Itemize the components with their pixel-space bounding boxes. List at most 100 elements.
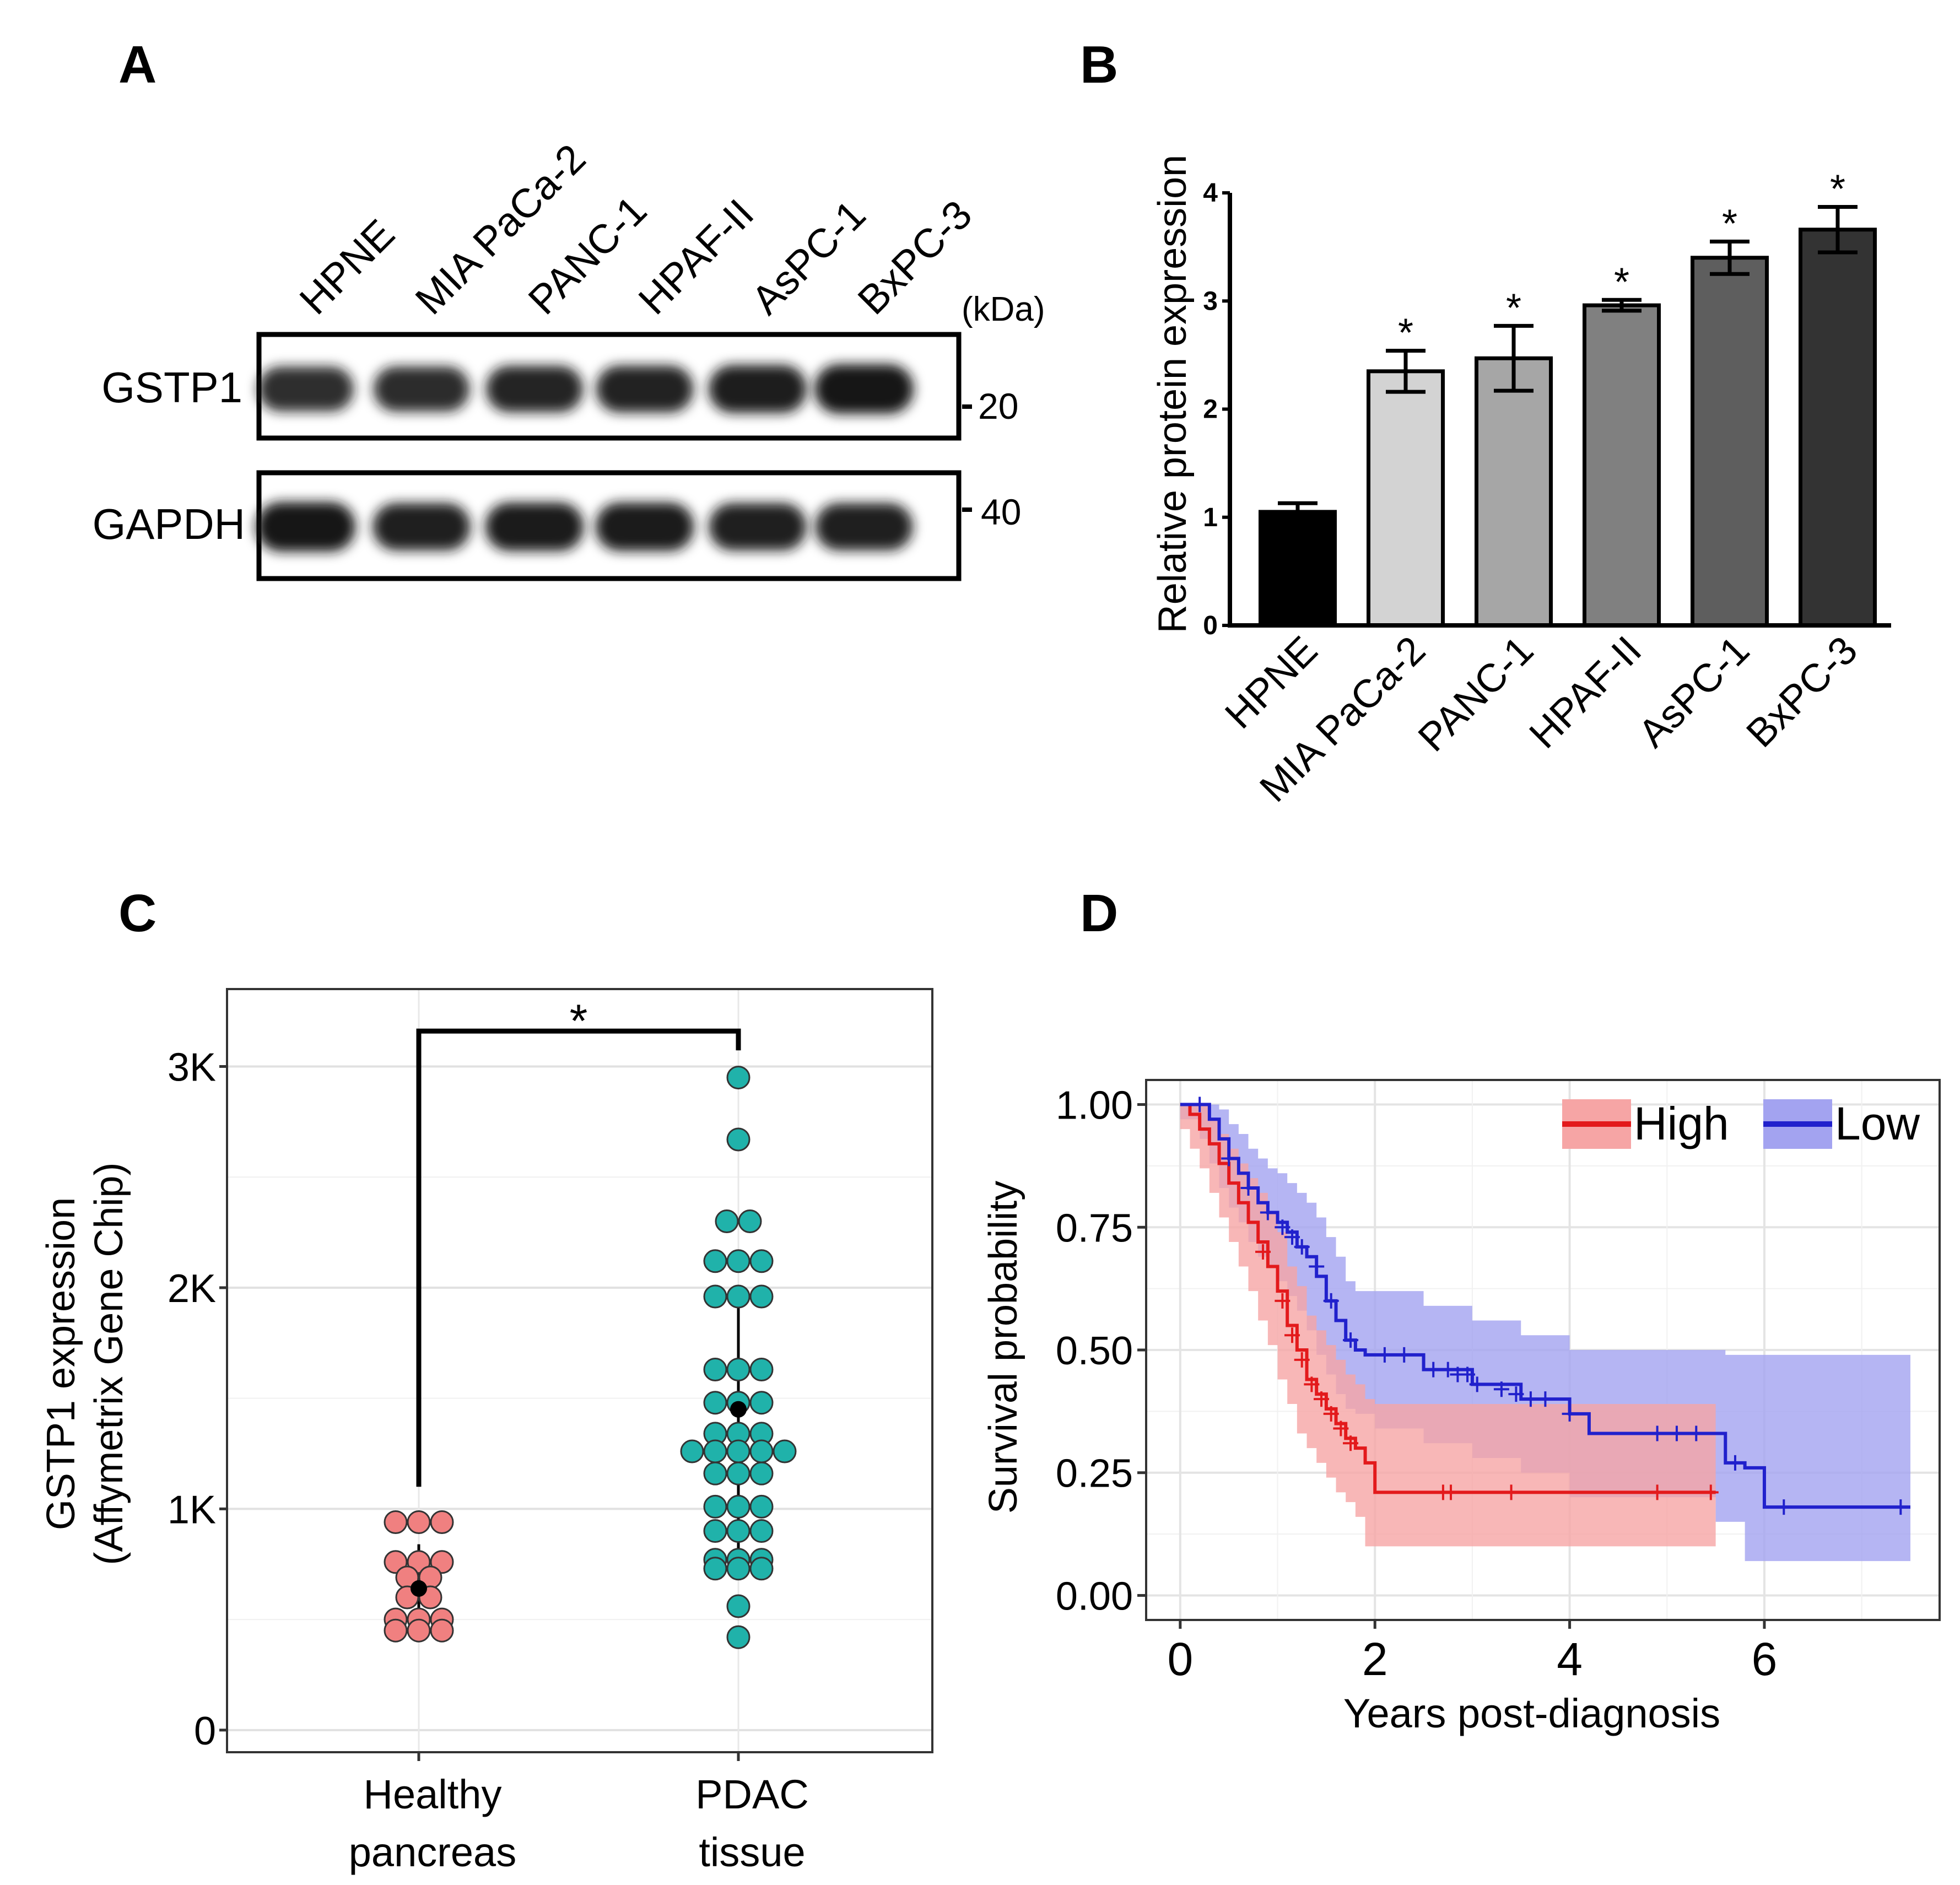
c-pdac-dot-9 [749,1284,774,1309]
panel-d-survival-plot: D 0.00 0.25 0.50 0.75 1.00 0 2 4 6 Survival pro… [981,884,1941,1736]
c-y-tick-label-1: 1K [168,1488,216,1532]
panel-label-b: B [1080,35,1118,94]
c-pdac-dot-30 [703,1519,727,1543]
gapdh-band-5 [815,503,913,550]
panel-label-a: A [118,35,156,94]
b-x-tick-label-3: HPAF-II [1521,628,1650,757]
c-pdac-dot-25 [726,1461,750,1486]
c-pdac-dot-12 [749,1357,774,1381]
c-healthy-mean-dot [411,1580,427,1597]
c-healthy-dot-1 [407,1510,431,1534]
d-y-tick-label-0: 0.00 [1056,1574,1133,1618]
d-censor-marks [1192,1097,1909,1515]
b-y-tick-label-0: 0 [1203,611,1218,640]
b-bar-1 [1367,369,1445,628]
c-healthy-dot-13 [384,1618,408,1643]
d-censor-low-15 [1460,1367,1476,1382]
d-censor-low-13 [1440,1362,1456,1378]
c-x-label-0-line-1: pancreas [349,1829,516,1875]
c-pdac-dot-20 [703,1439,727,1463]
b-significance-4: * [1722,202,1737,246]
d-censor-low-9 [1343,1332,1359,1348]
gapdh-band-0 [256,502,355,552]
c-pdac-dot-15 [749,1391,774,1415]
c-pdac-dot-27 [703,1494,727,1519]
gstp1-band-2 [486,365,583,413]
lane-label-4: AsPC-1 [743,191,874,323]
c-pdac-dot-7 [703,1284,727,1309]
c-plot-frame [226,988,933,1753]
d-censor-low-19 [1522,1391,1538,1407]
c-pdac-dot-28 [726,1494,750,1519]
d-censor-low-6 [1294,1239,1310,1255]
d-censor-low-8 [1323,1293,1339,1309]
d-y-tick-label-3: 0.75 [1056,1206,1133,1250]
lane-label-3: HPAF-II [630,190,763,323]
d-censor-low-20 [1537,1391,1553,1407]
c-pdac-dot-1 [726,1127,750,1152]
panel-label-d: D [1080,884,1118,943]
d-line-high [1180,1103,1716,1494]
d-censor-low-18 [1508,1386,1524,1402]
marker-label-40: 40 [981,491,1021,532]
b-error-bars [1278,205,1858,523]
b-significance-3: * [1614,260,1629,304]
d-censor-high-8 [1343,1435,1359,1451]
d-censor-low-3 [1260,1205,1276,1220]
b-y-tick-label-2: 2 [1203,395,1218,424]
gapdh-bands [256,502,913,552]
d-y-axis-label: Survival probability [981,1181,1025,1514]
c-pdac-dot-0 [726,1066,750,1090]
marker-label-20: 20 [978,386,1018,426]
c-y-axis-label-line-1: GSTP1 expression [39,1197,83,1530]
d-censor-high-12 [1649,1484,1665,1500]
c-healthy-dot-14 [407,1618,431,1643]
d-censor-high-5 [1314,1391,1330,1407]
b-bars [1259,228,1877,628]
c-pdac-dot-3 [738,1209,762,1234]
d-censor-low-5 [1284,1229,1300,1245]
b-bar-2 [1475,356,1553,628]
lane-label-5: BxPC-3 [849,191,981,323]
gstp1-band-1 [374,366,469,412]
d-x-tick-label-3: 6 [1752,1633,1778,1685]
b-y-tick-label-3: 3 [1203,287,1218,316]
b-significance-marks: * * * * * [1398,168,1845,355]
d-censor-low-12 [1426,1362,1441,1378]
c-y-axis-label-line-2: (Affymetrix Gene Chip) [87,1163,131,1565]
gapdh-band-3 [595,503,694,551]
gapdh-band-2 [485,503,584,551]
d-x-tick-label-1: 2 [1362,1633,1388,1685]
c-y-tick-label-3: 3K [168,1046,216,1090]
d-censor-low-0 [1192,1097,1208,1112]
d-censor-high-0 [1255,1244,1271,1260]
c-pdac-dot-11 [726,1357,750,1381]
d-censor-low-10 [1376,1347,1392,1363]
c-pdac-dot-6 [749,1249,774,1273]
d-legend: High Low [1562,1098,1920,1149]
d-censor-low-2 [1240,1180,1256,1196]
b-y-ticks: 0 1 2 3 4 [1203,179,1230,640]
d-censor-high-2 [1284,1327,1300,1343]
b-x-tick-label-5: BxPC-3 [1738,628,1866,756]
lane-label-0: HPNE [291,210,403,323]
c-significance-bracket: * [416,995,741,1487]
d-censor-high-6 [1323,1406,1339,1422]
b-y-tick-label-1: 1 [1203,503,1218,532]
b-y-axis-label: Relative protein expression [1151,155,1195,633]
legend-high-label: High [1634,1098,1729,1149]
d-censor-high-1 [1275,1293,1291,1309]
c-pdac-dot-13 [703,1391,727,1415]
d-censor-low-26 [1776,1499,1792,1515]
c-pdac-dot-37 [726,1557,750,1581]
c-y-tick-label-2: 2K [168,1267,216,1311]
c-pdac-dot-32 [749,1519,774,1543]
c-pdac-dot-22 [749,1439,774,1463]
d-censor-low-17 [1493,1381,1509,1397]
c-healthy-dot-15 [430,1618,454,1643]
panel-a-western-blot: A HPNE MIA PaCa-2PANC-1HPAF-IIAsPC-1BxPC-… [93,35,1045,581]
c-pdac-dot-21 [726,1439,750,1463]
